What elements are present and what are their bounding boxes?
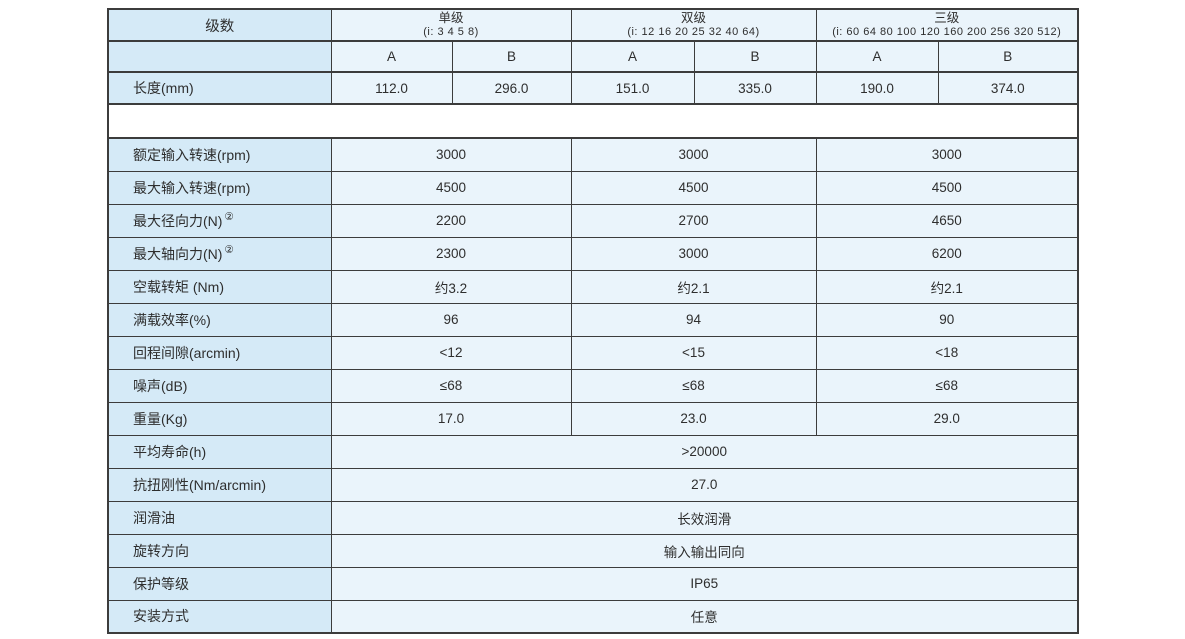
spec-row-label: 额定输入转速(rpm) <box>107 137 332 172</box>
spec-value: 94 <box>570 302 817 337</box>
spec-row-label: 空载转矩 (Nm) <box>107 269 332 304</box>
spec-value: ≤68 <box>815 368 1079 403</box>
spec-row-label: 最大轴向力(N) ② <box>107 236 332 271</box>
gearbox-spec-table: 级数 单级 (i: 3 4 5 8) 双级 (i: 12 16 20 25 32… <box>107 8 1079 634</box>
spec-value: 29.0 <box>815 401 1079 436</box>
spec-value-full-span: 27.0 <box>330 467 1079 502</box>
spec-row-label: 旋转方向 <box>107 533 332 568</box>
spec-row-label: 润滑油 <box>107 500 332 535</box>
spec-value: 4500 <box>570 170 817 205</box>
group-name: 单级 <box>438 11 464 25</box>
group-name: 双级 <box>680 11 706 25</box>
spec-row: 回程间隙(arcmin) <12 <15 <18 <box>107 335 1079 370</box>
group-ratios: (i: 60 64 80 100 120 160 200 256 320 512… <box>832 26 1062 38</box>
spec-row-label: 满载效率(%) <box>107 302 332 337</box>
spec-row-label: 最大输入转速(rpm) <box>107 170 332 205</box>
spec-row: 噪声(dB) ≤68 ≤68 ≤68 <box>107 368 1079 403</box>
spec-value: 3000 <box>570 236 817 271</box>
spec-row: 最大轴向力(N) ② 2300 3000 6200 <box>107 236 1079 271</box>
spec-value: 4500 <box>815 170 1079 205</box>
spec-value: <18 <box>815 335 1079 370</box>
sub-header-cell: A <box>815 40 939 73</box>
spec-row-label: 最大径向力(N) ② <box>107 203 332 238</box>
spec-row: 抗扭刚性(Nm/arcmin) 27.0 <box>107 467 1079 502</box>
group-ratios: (i: 3 4 5 8) <box>423 26 479 38</box>
spec-value: 23.0 <box>570 401 817 436</box>
table-header-section: 级数 单级 (i: 3 4 5 8) 双级 (i: 12 16 20 25 32… <box>107 8 1079 139</box>
spacer-row <box>108 103 1078 139</box>
spec-value: <15 <box>570 335 817 370</box>
spec-row: 旋转方向 输入输出同向 <box>107 533 1079 568</box>
spec-row: 满载效率(%) 96 94 90 <box>107 302 1079 337</box>
spacer-cell <box>108 103 1078 139</box>
spec-row-label: 保护等级 <box>107 566 332 601</box>
sub-header-cell: A <box>330 40 453 73</box>
sub-header-cell: B <box>451 40 572 73</box>
spec-row: 重量(Kg) 17.0 23.0 29.0 <box>107 401 1079 436</box>
spec-value: ≤68 <box>330 368 572 403</box>
length-value: 296.0 <box>451 71 572 105</box>
spec-row-label: 平均寿命(h) <box>107 434 332 469</box>
header-row-stages: 级数 单级 (i: 3 4 5 8) 双级 (i: 12 16 20 25 32… <box>107 8 1079 42</box>
spec-row-label: 重量(Kg) <box>107 401 332 436</box>
spec-value: 4650 <box>815 203 1079 238</box>
spec-row: 安装方式 任意 <box>107 599 1079 634</box>
spec-value-full-span: >20000 <box>330 434 1079 469</box>
group-header-double-stage: 双级 (i: 12 16 20 25 32 40 64) <box>570 8 817 42</box>
footnote-marker: ② <box>224 210 234 223</box>
spec-value: 2700 <box>570 203 817 238</box>
group-header-triple-stage: 三级 (i: 60 64 80 100 120 160 200 256 320 … <box>815 8 1079 42</box>
length-value: 151.0 <box>570 71 695 105</box>
spec-row: 最大径向力(N) ② 2200 2700 4650 <box>107 203 1079 238</box>
spec-row: 平均寿命(h) >20000 <box>107 434 1079 469</box>
spec-row: 最大输入转速(rpm) 4500 4500 4500 <box>107 170 1079 205</box>
footnote-marker: ② <box>224 243 234 256</box>
spec-row-label: 安装方式 <box>107 599 332 634</box>
length-value: 335.0 <box>693 71 817 105</box>
spec-value: 90 <box>815 302 1079 337</box>
length-row: 长度(mm) 112.0 296.0 151.0 335.0 190.0 374… <box>107 71 1079 105</box>
spec-row: 空载转矩 (Nm) 约3.2 约2.1 约2.1 <box>107 269 1079 304</box>
spec-value-full-span: 长效润滑 <box>330 500 1079 535</box>
spec-value-full-span: IP65 <box>330 566 1079 601</box>
spec-value: ≤68 <box>570 368 817 403</box>
spec-value: 4500 <box>330 170 572 205</box>
spec-row-label: 噪声(dB) <box>107 368 332 403</box>
spec-value: 2300 <box>330 236 572 271</box>
spec-value: 3000 <box>815 137 1079 172</box>
spec-row: 保护等级 IP65 <box>107 566 1079 601</box>
sub-header-cell: B <box>937 40 1079 73</box>
spec-row: 润滑油 长效润滑 <box>107 500 1079 535</box>
spec-rows-full-section: 平均寿命(h) >20000 抗扭刚性(Nm/arcmin) 27.0 润滑油 长效润滑旋… <box>107 434 1079 634</box>
spec-value-full-span: 任意 <box>330 599 1079 634</box>
spec-value: <12 <box>330 335 572 370</box>
spec-value: 6200 <box>815 236 1079 271</box>
spec-row-label: 回程间隙(arcmin) <box>107 335 332 370</box>
length-row-label: 长度(mm) <box>107 71 332 105</box>
spec-row-label: 抗扭刚性(Nm/arcmin) <box>107 467 332 502</box>
spec-value: 3000 <box>330 137 572 172</box>
group-header-single-stage: 单级 (i: 3 4 5 8) <box>330 8 572 42</box>
spec-value: 约2.1 <box>570 269 817 304</box>
spec-value: 约2.1 <box>815 269 1079 304</box>
sub-header-cell: A <box>570 40 695 73</box>
length-value: 112.0 <box>330 71 453 105</box>
corner-cell-stages-label: 级数 <box>107 8 332 42</box>
spec-row: 额定输入转速(rpm) 3000 3000 3000 <box>107 137 1079 172</box>
spec-value: 约3.2 <box>330 269 572 304</box>
group-name: 三级 <box>934 11 960 25</box>
spec-value: 17.0 <box>330 401 572 436</box>
sub-header-cell: B <box>693 40 817 73</box>
length-value: 190.0 <box>815 71 939 105</box>
spec-value: 96 <box>330 302 572 337</box>
spec-value: 3000 <box>570 137 817 172</box>
spec-value: 2200 <box>330 203 572 238</box>
spec-value-full-span: 输入输出同向 <box>330 533 1079 568</box>
length-value: 374.0 <box>937 71 1079 105</box>
spec-rows-grouped-section: 额定输入转速(rpm) 3000 3000 3000 最大输入转速(rpm) 4500 45… <box>107 137 1079 436</box>
blank-label-cell <box>107 40 332 73</box>
header-row-ab: A B A B A B <box>107 40 1079 73</box>
group-ratios: (i: 12 16 20 25 32 40 64) <box>627 26 760 38</box>
